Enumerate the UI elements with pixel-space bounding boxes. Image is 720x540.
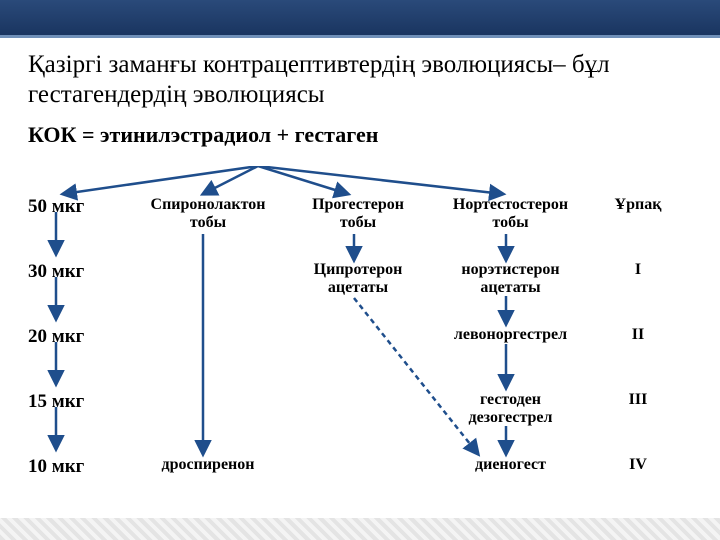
r4-col4: III	[598, 391, 678, 409]
content: Қазіргі заманғы контрацептивтердің эволю…	[0, 38, 720, 506]
dose-50: 50 мкг	[28, 196, 84, 218]
r2-col2: Ципротерон ацетаты	[293, 261, 423, 298]
r3-col3: левоноргестрел	[438, 326, 583, 344]
r3-col4: II	[598, 326, 678, 344]
dose-15: 15 мкг	[28, 391, 84, 413]
footer-pattern	[0, 518, 720, 540]
dose-10: 10 мкг	[28, 456, 84, 478]
r5-col1: дроспиренон	[138, 456, 278, 474]
r5-col4: IV	[598, 456, 678, 474]
formula-line: КОК = этинилэстрадиол + гестаген	[28, 122, 692, 148]
r4-col3: гестоден дезогестрел	[438, 391, 583, 428]
diagram-grid: 50 мкг 30 мкг 20 мкг 15 мкг 10 мкг Спиро…	[28, 166, 688, 506]
header-bar	[0, 0, 720, 38]
header-col3: Нортестостерон тобы	[438, 196, 583, 233]
header-col1: Спиронолактон тобы	[138, 196, 278, 233]
header-col2: Прогестерон тобы	[293, 196, 423, 233]
r2-col3: норэтистерон ацетаты	[438, 261, 583, 298]
header-col4: Ұрпақ	[598, 196, 678, 214]
r5-col3: диеногест	[438, 456, 583, 474]
r2-col4: I	[598, 261, 678, 279]
dose-20: 20 мкг	[28, 326, 84, 348]
dose-30: 30 мкг	[28, 261, 84, 283]
page-title: Қазіргі заманғы контрацептивтердің эволю…	[28, 50, 692, 110]
